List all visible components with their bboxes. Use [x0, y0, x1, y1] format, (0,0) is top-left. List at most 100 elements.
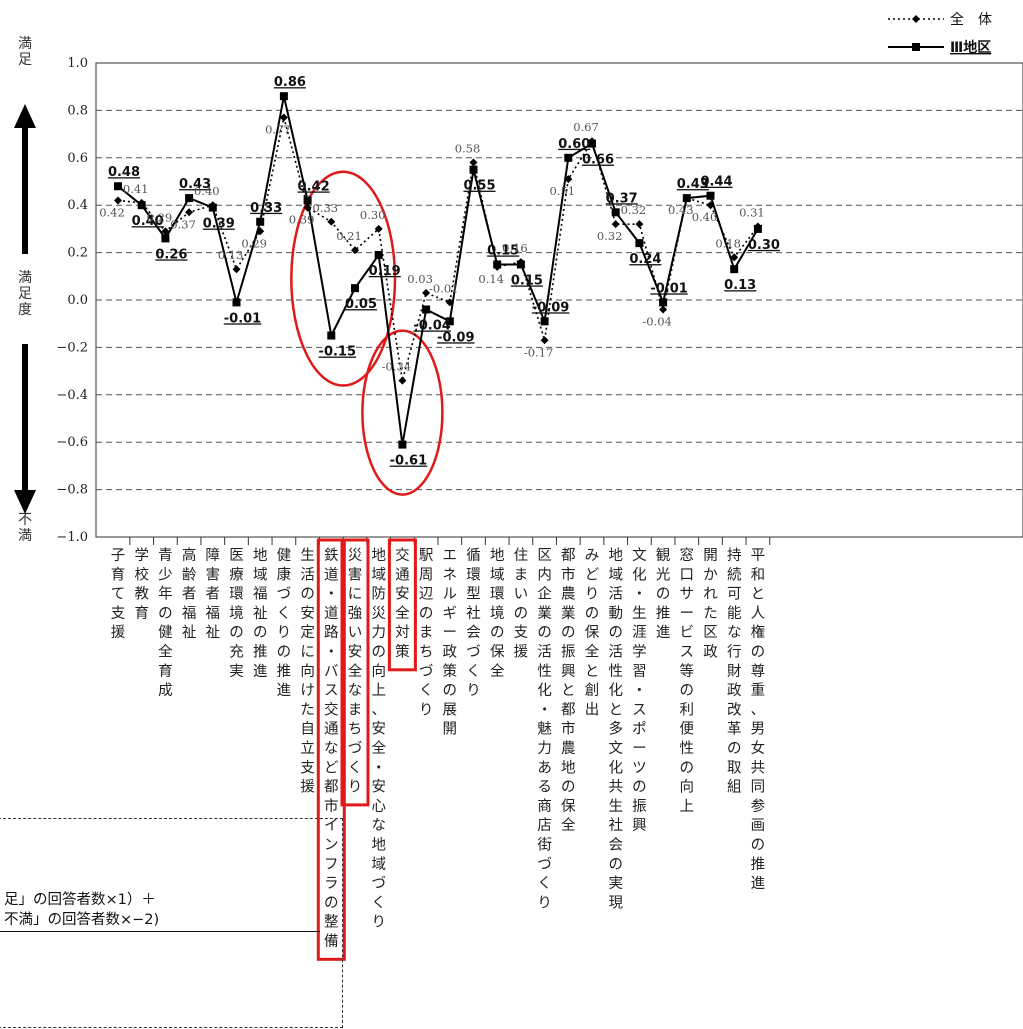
category-char: ス: [324, 683, 339, 699]
series-district-point: [706, 191, 715, 200]
category-char: な: [727, 624, 742, 641]
legend: 全 体 Ⅲ地区: [888, 11, 992, 56]
category-char: ツ: [632, 760, 647, 776]
category-char: 祉: [253, 605, 268, 622]
category-char: 上: [680, 798, 695, 815]
highlight-circle: [290, 170, 397, 387]
category-char: 支: [514, 624, 529, 641]
down-arrow-shaft: [22, 344, 28, 492]
category-char: く: [371, 895, 386, 911]
y-tick-label: 0.0: [67, 293, 88, 308]
y-tick-label: 0.6: [67, 151, 88, 166]
category-char: と: [561, 683, 576, 699]
category-char: 交: [324, 700, 339, 718]
category-char: 医: [229, 548, 244, 564]
data-label-all: 0.16: [502, 241, 528, 255]
y-mid-label: 満足度: [18, 270, 32, 318]
data-label-district: 0.13: [724, 278, 756, 293]
series-district-point: [137, 201, 146, 210]
category-char: 都: [561, 701, 576, 718]
series-district-point: [303, 196, 312, 205]
category-char: ー: [632, 741, 647, 757]
series-all-point: [445, 298, 454, 307]
category-char: 性: [608, 663, 623, 680]
category-char: 観: [656, 547, 671, 564]
category-char: 市: [561, 566, 576, 583]
y-mid-label-char: 度: [18, 302, 32, 318]
category-char: ン: [324, 838, 339, 854]
category-char: 化: [632, 566, 647, 583]
y-tick-label: 0.8: [67, 103, 88, 118]
category-char: 境: [490, 604, 505, 622]
category-char: 環: [229, 587, 244, 603]
data-label-all: -0.17: [524, 345, 554, 359]
data-label-district: -0.15: [319, 345, 356, 360]
data-label-district: 0.48: [108, 165, 140, 180]
category-char: ル: [443, 587, 458, 603]
series-district-point: [327, 331, 336, 340]
category-char: 健: [158, 624, 173, 641]
category-char: 療: [229, 566, 244, 583]
data-label-all: 0.40: [692, 210, 718, 224]
category-char: 心: [371, 798, 386, 815]
category-char: 都: [324, 779, 339, 796]
category-char: 安: [371, 779, 386, 796]
category-char: サ: [680, 587, 695, 603]
category-char: 者: [206, 586, 221, 603]
category-char: 企: [537, 585, 552, 603]
data-label-district: -0.09: [437, 330, 474, 345]
data-label-district: 0.15: [511, 273, 543, 288]
category-char: 全: [561, 816, 576, 834]
data-label-district: 0.40: [132, 214, 164, 229]
category-highlight-box: [340, 538, 370, 807]
category-char: 校: [134, 566, 149, 583]
category-char: 安: [371, 721, 386, 738]
category-char: 地: [253, 547, 268, 564]
category-char: 活: [537, 644, 552, 661]
category-char: と: [585, 664, 600, 680]
category-char: ・: [371, 760, 386, 776]
category-char: 策: [395, 644, 410, 661]
category-char: 鉄: [324, 547, 339, 564]
category-char: 道: [324, 566, 339, 583]
data-label-all: 0.51: [549, 184, 575, 198]
category-char: 循: [466, 547, 481, 564]
category-char: り: [371, 915, 386, 931]
category-char: 域: [608, 566, 623, 583]
category-char: ス: [632, 702, 647, 718]
y-tick-label: −0.6: [56, 435, 88, 450]
category-char: 地: [490, 547, 505, 564]
category-char: ー: [443, 625, 458, 641]
category-char: 上: [371, 682, 386, 699]
category-char: の: [443, 683, 458, 699]
category-char: イ: [324, 818, 339, 834]
series-district-point: [611, 208, 620, 217]
category-char: 福: [253, 586, 268, 603]
category-char: 権: [751, 624, 766, 641]
category-char: 魅: [537, 721, 552, 738]
category-char: の: [632, 780, 647, 796]
category-char: 通: [324, 721, 339, 738]
category-char: か: [703, 566, 718, 583]
category-char: 進: [656, 624, 671, 641]
category-char: 組: [727, 779, 742, 796]
category-char: エ: [443, 548, 458, 564]
category-char: の: [514, 606, 529, 622]
category-char: づ: [277, 586, 292, 603]
category-char: 展: [443, 702, 458, 718]
category-char: 策: [443, 663, 458, 680]
category-char: 和: [751, 566, 766, 583]
series-all-point: [232, 265, 241, 274]
series-district-point: [374, 250, 383, 259]
category-char: 害: [206, 566, 221, 583]
y-top-label: 満足: [18, 36, 32, 68]
category-char: バ: [324, 664, 339, 680]
series-all-point: [256, 227, 265, 236]
category-char: 都: [561, 547, 576, 564]
